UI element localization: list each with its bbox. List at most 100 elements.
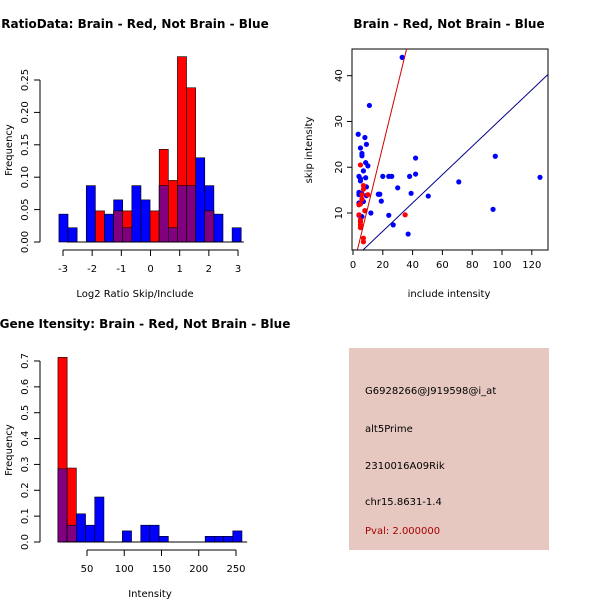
x-tick-label: -2 [87, 264, 97, 275]
point-not-brain [366, 102, 372, 109]
bar-not-brain [140, 199, 151, 243]
probe-id: G6928266@J919598@i_at [365, 386, 497, 397]
bar-overlap [168, 227, 178, 243]
bar-not-brain [158, 536, 169, 543]
y-tick-label: 0.15 [20, 134, 31, 156]
y-tick-label: 10 [334, 207, 345, 220]
point-brain [360, 182, 367, 189]
bar-brain [95, 210, 105, 243]
intensity-hist-xlabel: Intensity [128, 589, 172, 600]
bar-not-brain [213, 213, 224, 243]
ratio-hist-xlabel: Log2 Ratio Skip/Include [76, 289, 193, 300]
fit-line-not-brain [362, 73, 548, 250]
x-tick-label: 150 [152, 564, 171, 575]
plot-box [351, 48, 549, 251]
x-tick-label: 40 [406, 260, 419, 271]
bar-overlap [177, 185, 187, 243]
y-tick-label: 0.05 [20, 198, 31, 220]
bar-not-brain [67, 227, 78, 243]
point-not-brain [537, 174, 543, 180]
point-not-brain [362, 134, 368, 141]
point-not-brain [412, 155, 419, 161]
point-not-brain [390, 222, 396, 228]
point-not-brain [355, 131, 361, 137]
point-not-brain [363, 141, 370, 147]
bar-not-brain [131, 185, 142, 243]
point-brain [360, 239, 367, 245]
point-not-brain [380, 173, 386, 179]
point-not-brain [425, 193, 431, 199]
point-brain [359, 192, 365, 198]
bar-not-brain [94, 496, 105, 543]
bar-not-brain [76, 513, 86, 543]
ratio-hist-title: RatioData: Brain - Red, Not Brain - Blue [1, 17, 268, 31]
point-brain [357, 162, 364, 168]
x-tick-label: 3 [235, 264, 241, 275]
x-tick-label: 1 [176, 264, 182, 275]
point-not-brain [386, 212, 392, 218]
x-tick-label: 20 [376, 260, 389, 271]
bar-overlap [122, 227, 133, 243]
y-tick-label: 20 [334, 161, 345, 174]
y-tick-label: 0.0 [20, 534, 31, 550]
point-not-brain [365, 163, 371, 169]
event-type: alt5Prime [365, 424, 413, 435]
x-tick-label: 0 [350, 260, 356, 271]
scatter-title: Brain - Red, Not Brain - Blue [353, 17, 544, 31]
bar-overlap [158, 185, 169, 243]
point-not-brain [412, 171, 419, 177]
point-brain [359, 196, 365, 202]
point-not-brain [399, 54, 405, 60]
y-tick-label: 0.25 [20, 69, 31, 91]
bar-not-brain [231, 227, 242, 243]
bar-overlap [66, 524, 77, 543]
intensity-hist-title: Gene Itensity: Brain - Red, Not Brain - … [0, 317, 290, 331]
bar-not-brain [122, 530, 132, 543]
point-not-brain [407, 173, 413, 179]
point-not-brain [490, 206, 496, 212]
bar-not-brain [223, 536, 234, 543]
x-tick-label: 0 [147, 264, 153, 275]
x-tick-label: -1 [116, 264, 126, 275]
point-not-brain [357, 178, 364, 184]
point-brain [356, 202, 362, 208]
y-tick-label: 0.20 [20, 101, 31, 123]
point-not-brain [395, 185, 401, 191]
probe-info-panel: G6928266@J919598@i_at alt5Prime 2310016A… [349, 348, 549, 550]
bar-not-brain [232, 530, 243, 543]
x-tick-label: 80 [466, 260, 479, 271]
y-tick-label: 0.1 [20, 508, 31, 524]
bar-not-brain [85, 185, 96, 243]
bar-overlap [57, 468, 68, 543]
y-tick-label: 0.10 [20, 166, 31, 188]
point-brain [365, 192, 371, 198]
point-brain [356, 212, 362, 218]
point-not-brain [378, 198, 384, 204]
point-brain [357, 225, 364, 231]
bar-not-brain [204, 536, 215, 543]
point-not-brain [359, 153, 365, 159]
fit-line-brain [356, 49, 408, 250]
bar-not-brain [195, 157, 206, 243]
point-brain [360, 235, 367, 241]
point-not-brain [408, 190, 414, 196]
point-brain [360, 186, 367, 192]
x-tick-label: 100 [115, 564, 134, 575]
location: chr15.8631-1.4 [365, 497, 442, 508]
point-not-brain [405, 231, 411, 237]
point-not-brain [357, 145, 364, 151]
bar-overlap [113, 210, 124, 243]
ratio-hist-ylabel: Frequency [4, 124, 15, 176]
y-tick-label: 0.7 [20, 353, 31, 369]
bar-overlap [186, 185, 196, 243]
point-not-brain [368, 210, 374, 216]
x-tick-label: 50 [81, 564, 94, 575]
y-tick-label: 40 [334, 69, 345, 82]
bar-brain [149, 210, 160, 243]
scatter-ylabel: skip intensity [304, 117, 315, 184]
x-tick-label: 200 [189, 564, 208, 575]
bar-not-brain [85, 524, 96, 543]
y-tick-label: 0.3 [20, 456, 31, 472]
